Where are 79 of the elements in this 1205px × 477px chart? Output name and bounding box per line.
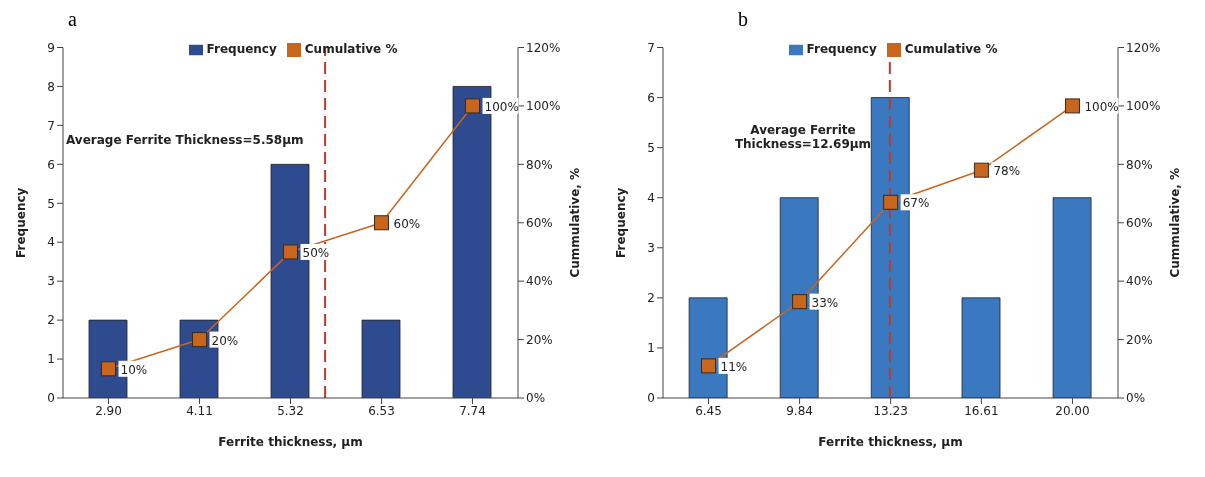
y-tick-label: 3 [47,274,55,289]
x-tick-label: 9.84 [786,403,813,418]
x-tick-label: 7.74 [459,403,486,418]
x-tick-label: 20.00 [1055,403,1090,418]
legend-label: Cumulative % [904,42,998,56]
y2-axis-title: Cummulative, % [568,167,583,278]
y2-tick-label: 60% [1126,216,1153,231]
legend-label: Cumulative % [304,42,398,56]
chart-title: a [67,8,78,30]
y-tick-label: 1 [647,341,655,356]
x-tick-label: 5.32 [277,403,304,418]
y2-tick-label: 0% [526,391,546,406]
y-tick-label: 7 [47,118,55,133]
data-label: 100% [484,99,519,114]
y2-tick-label: 100% [1126,99,1161,114]
data-label: 60% [393,216,421,231]
legend-label: Frequency [206,42,277,56]
x-tick-label: 4.11 [186,403,213,418]
y2-tick-label: 20% [1126,332,1153,347]
y2-tick-label: 120% [526,40,561,55]
x-axis-title: Ferrite thickness, µm [818,435,963,449]
annotation: Average Ferrite Thickness=12.69µm [733,123,873,151]
y2-tick-label: 80% [526,157,553,172]
point [1064,98,1080,114]
y-tick-label: 3 [647,241,655,256]
y-tick-label: 5 [47,196,55,211]
point [101,361,116,377]
point [792,294,808,310]
x-axis-title: Ferrite thickness, µm [218,435,363,449]
legend-label: Frequency [806,42,877,56]
data-label: 78% [993,164,1021,179]
data-label: 10% [120,362,148,377]
data-label: 67% [902,196,930,211]
y-tick-label: 9 [47,40,55,55]
x-tick-label: 6.45 [695,403,722,418]
data-label: 33% [811,295,839,310]
y-tick-label: 4 [47,235,55,250]
y-tick-label: 2 [647,291,655,306]
point [701,358,717,374]
y-tick-label: 0 [47,391,55,406]
x-tick-label: 2.90 [95,403,122,418]
annotation: Average Ferrite Thickness=5.58µm [66,133,305,147]
chart-title: b [737,8,749,30]
data-label: 50% [302,245,330,260]
data-label: 20% [211,333,239,348]
y-tick-label: 4 [647,190,655,205]
y-tick-label: 6 [47,157,55,172]
point [883,194,899,210]
y-tick-label: 7 [647,40,655,55]
y-tick-label: 5 [647,140,655,155]
y2-tick-label: 120% [1126,40,1161,55]
x-tick-label: 6.53 [368,403,395,418]
y2-tick-label: 40% [1126,274,1153,289]
y2-tick-label: 0% [1126,391,1146,406]
y-tick-label: 2 [47,313,55,328]
y-tick-label: 8 [47,79,55,94]
point [973,162,989,178]
y2-tick-label: 40% [526,274,553,289]
data-label: 100% [1084,99,1119,114]
y2-tick-label: 80% [1126,157,1153,172]
y-tick-label: 0 [647,391,655,406]
y2-tick-label: 60% [526,216,553,231]
y-axis-title: Frequency [14,187,29,258]
point [374,215,389,231]
y-tick-label: 1 [47,352,55,367]
bar [1052,197,1092,398]
point [192,332,207,348]
point [283,244,298,260]
y2-axis-title: Cummulative, % [1168,167,1183,278]
y-axis-title: Frequency [614,187,629,258]
x-tick-label: 13.23 [873,403,908,418]
data-label: 11% [720,359,748,374]
point [465,98,480,114]
x-tick-label: 16.61 [964,403,999,418]
bar [961,297,1001,398]
bar [361,319,401,398]
y2-tick-label: 20% [526,332,553,347]
y-tick-label: 6 [647,90,655,105]
y2-tick-label: 100% [526,99,561,114]
